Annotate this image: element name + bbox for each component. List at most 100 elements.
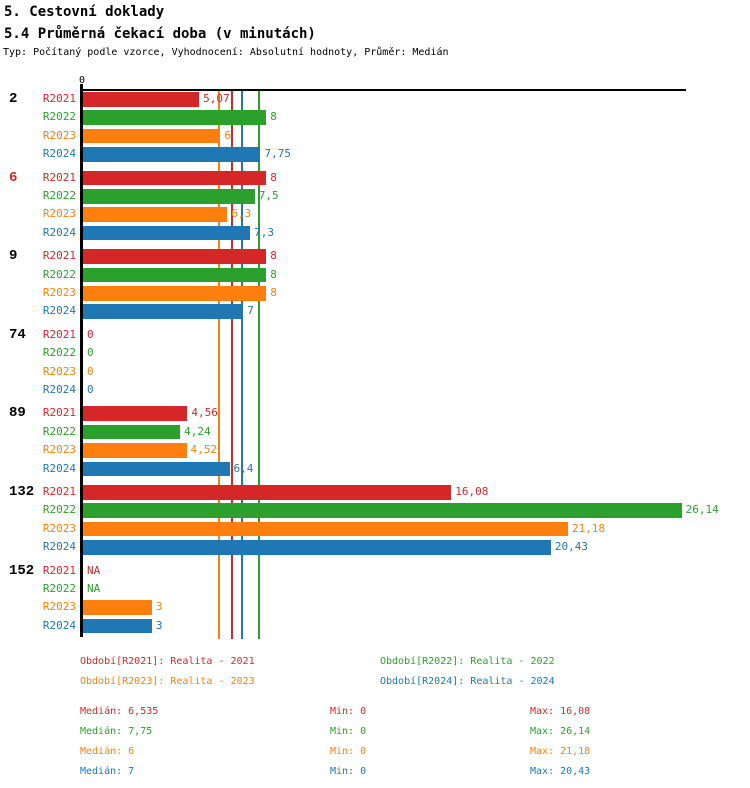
bar-value-label: 8: [270, 267, 277, 281]
stat-min-R2024: Min: 0: [330, 766, 367, 777]
series-row-label: R2022: [42, 110, 76, 124]
series-row-label: R2023: [42, 364, 76, 378]
series-row-label: R2023: [42, 443, 76, 457]
bar-R2021: [83, 92, 200, 107]
series-row-label: R2022: [42, 424, 76, 438]
report-title: 5. Cestovní doklady: [4, 4, 165, 20]
median-line-R2023: [218, 91, 221, 639]
group-label: 2: [9, 91, 18, 107]
stat-median-R2023: Medián: 6: [80, 746, 135, 757]
bar-R2024: [83, 225, 251, 241]
series-row-label: R2022: [42, 503, 76, 517]
bar-value-label: 0: [87, 383, 94, 396]
series-row-label: R2021: [42, 563, 76, 577]
series-row-label: R2021: [42, 249, 76, 263]
bar-value-label: 7,75: [264, 147, 291, 161]
x-axis-line: [80, 89, 686, 91]
bar-value-label: 5,07: [203, 92, 230, 105]
legend-item-R2024: Období[R2024]: Realita - 2024: [380, 676, 555, 687]
group-label: 152: [9, 562, 35, 579]
bar-value-label: 16,08: [455, 485, 489, 498]
bar-R2023: [83, 600, 152, 615]
legend-item-R2021: Období[R2021]: Realita - 2021: [80, 656, 255, 667]
stat-max-R2021: Max: 16,08: [530, 706, 591, 717]
series-row-label: R2024: [42, 304, 76, 318]
bar-R2024: [83, 618, 152, 634]
series-row-label: R2021: [42, 406, 76, 420]
bar-value-label: 0: [87, 364, 94, 378]
bar-R2024: [83, 540, 551, 555]
stat-median-R2024: Medián: 7: [80, 766, 135, 777]
bar-value-label: 3: [155, 600, 163, 614]
bar-chart: 0 2 R2021 5,07 R2022 8 R2023 6 R2024 7,75 6 R2021 8…: [9, 75, 719, 639]
series-row-label: R2024: [42, 147, 76, 161]
stat-median-R2022: Medián: 7,75: [80, 726, 153, 737]
bar-value-label: 7,5: [258, 189, 279, 202]
stat-min-R2023: Min: 0: [330, 746, 367, 757]
group-label: 132: [9, 484, 35, 500]
group-label: 9: [9, 248, 18, 265]
bar-value-label: 6,3: [231, 207, 252, 221]
series-row-label: R2022: [42, 189, 76, 202]
series-row-label: R2021: [42, 327, 76, 341]
bar-R2021: [83, 249, 267, 264]
bar-value-label: 7,3: [254, 225, 275, 239]
bar-value-label: 8: [270, 286, 277, 299]
bar-R2024: [83, 304, 244, 319]
group-label: 6: [9, 169, 18, 186]
bar-value-label: 21,18: [572, 521, 606, 535]
bar-value-label: NA: [87, 563, 101, 577]
stat-min-R2022: Min: 0: [330, 726, 367, 737]
median-line-R2024: [241, 91, 244, 639]
bar-R2024: [83, 147, 261, 162]
stat-median-R2021: Medián: 6,535: [80, 706, 159, 717]
bar-R2022: [83, 267, 267, 283]
bar-R2021: [83, 406, 188, 421]
series-row-label: R2024: [42, 383, 76, 396]
bar-R2022: [83, 503, 682, 518]
series-row-label: R2021: [42, 92, 76, 105]
bar-R2023: [83, 286, 267, 301]
series-row-label: R2022: [42, 346, 76, 360]
legend-item-R2022: Období[R2022]: Realita - 2022: [380, 656, 555, 667]
series-row-label: R2024: [42, 225, 76, 239]
bar-R2021: [83, 170, 267, 186]
group-label: 74: [9, 326, 26, 343]
series-row-label: R2023: [42, 286, 76, 299]
stat-max-R2024: Max: 20,43: [530, 766, 591, 777]
bar-R2021: [83, 485, 452, 500]
section-title: 5.4 Průměrná čekací doba (v minutách): [4, 26, 316, 42]
median-line-R2021: [230, 91, 233, 639]
series-row-label: R2024: [42, 461, 76, 475]
bar-R2022: [83, 110, 267, 125]
x-axis-zero-tick-label: 0: [78, 75, 86, 86]
bar-value-label: 6,4: [233, 461, 254, 475]
series-row-label: R2024: [42, 540, 76, 554]
bar-value-label: 20,43: [554, 540, 588, 554]
series-row-label: R2021: [42, 485, 76, 498]
series-row-label: R2022: [42, 582, 76, 595]
bar-value-label: 4,56: [191, 406, 218, 420]
series-row-label: R2023: [42, 521, 76, 535]
bar-value-label: NA: [87, 582, 101, 595]
bar-R2022: [83, 189, 255, 204]
bar-value-label: 26,14: [685, 503, 719, 517]
bar-R2023: [83, 128, 221, 144]
bar-R2022: [83, 424, 181, 440]
bar-value-label: 0: [87, 327, 94, 341]
bar-R2023: [83, 443, 187, 458]
bar-R2024: [83, 461, 230, 477]
series-row-label: R2023: [42, 600, 76, 614]
bar-value-label: 7: [247, 304, 254, 318]
y-axis-line: [80, 84, 83, 637]
bar-value-label: 6: [224, 128, 232, 142]
series-row-label: R2023: [42, 207, 76, 221]
stat-min-R2021: Min: 0: [330, 706, 367, 717]
bar-value-label: 8: [270, 249, 277, 263]
bar-R2023: [83, 521, 569, 537]
bar-value-label: 3: [155, 618, 163, 632]
stat-max-R2022: Max: 26,14: [530, 726, 591, 737]
median-line-R2022: [258, 91, 261, 639]
bar-value-label: 4,24: [184, 424, 211, 438]
